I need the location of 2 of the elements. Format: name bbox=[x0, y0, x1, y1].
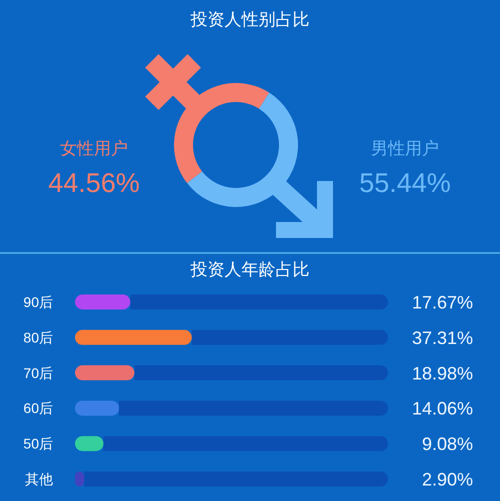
title: 投资人性别占比 bbox=[190, 10, 310, 29]
title: 投资人年龄占比 bbox=[190, 260, 310, 279]
